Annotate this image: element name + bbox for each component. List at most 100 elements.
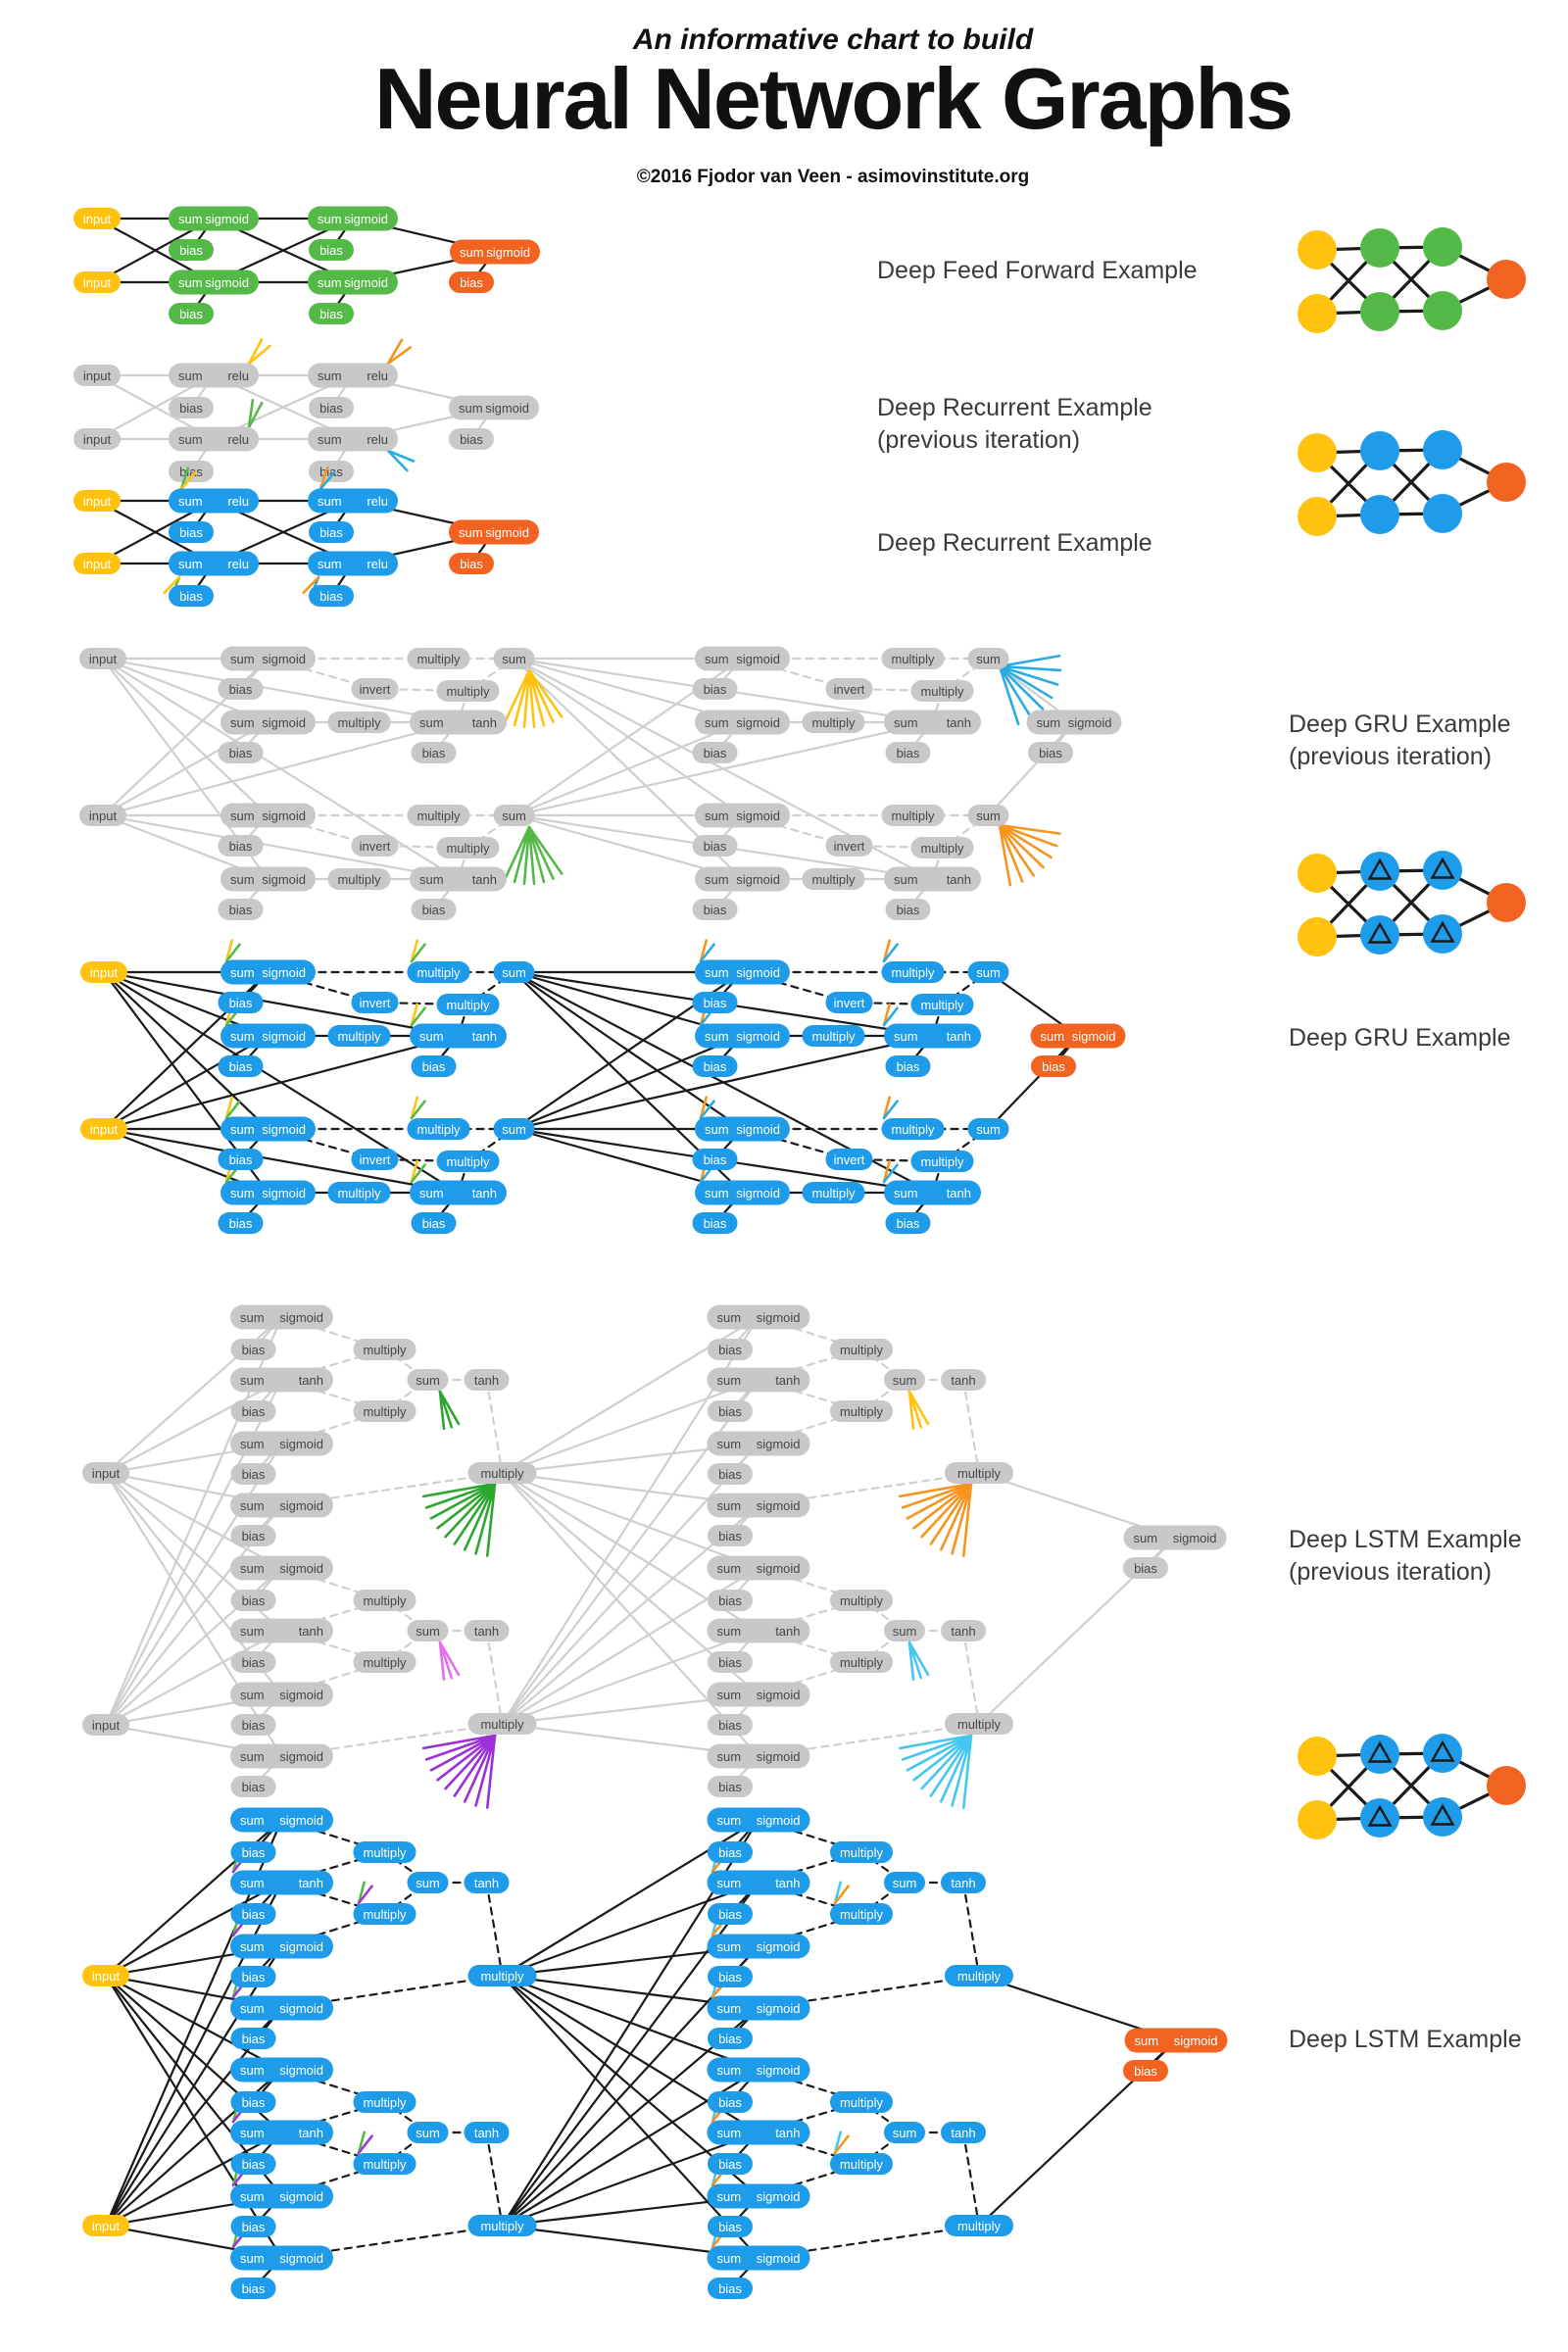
svg-text:sigmoid: sigmoid (485, 401, 529, 416)
section-label-line: Deep Recurrent Example (877, 394, 1152, 421)
svg-text:sum: sum (502, 1122, 526, 1137)
svg-text:multiply: multiply (337, 1029, 381, 1044)
svg-text:invert: invert (834, 839, 865, 854)
svg-text:bias: bias (422, 746, 446, 760)
svg-text:sum: sum (230, 1186, 255, 1200)
svg-text:sigmoid: sigmoid (757, 2189, 801, 2204)
svg-text:multiply: multiply (840, 2095, 884, 2110)
node-multiply: multiply (407, 648, 470, 669)
node-input: input (80, 961, 127, 983)
svg-text:sum: sum (705, 1029, 729, 1044)
node-tanh: tanh (941, 1369, 986, 1391)
svg-text:sigmoid: sigmoid (279, 1310, 323, 1325)
svg-text:bias: bias (704, 1152, 727, 1167)
svg-text:sum: sum (717, 2063, 742, 2078)
legend-hidden-cell (1360, 1735, 1399, 1774)
svg-text:sum: sum (717, 2126, 742, 2140)
svg-text:input: input (83, 557, 112, 571)
svg-text:bias: bias (718, 2220, 742, 2234)
legend-output-cell (1487, 883, 1526, 922)
svg-text:bias: bias (460, 432, 483, 447)
node-bias: bias (708, 1776, 753, 1797)
svg-text:multiply: multiply (840, 1404, 884, 1419)
node-sum-sigmoid: sum sigmoid (707, 1304, 810, 1330)
svg-text:sum: sum (705, 1122, 729, 1137)
node-multiply: multiply (945, 1713, 1013, 1735)
node-sum-sigmoid: sum sigmoid (1030, 1023, 1126, 1049)
node-multiply: multiply (802, 1182, 865, 1203)
svg-text:invert: invert (834, 1152, 865, 1167)
svg-text:multiply: multiply (480, 1466, 524, 1481)
node-tanh: tanh (464, 1620, 510, 1642)
node-sum-relu: sum relu (308, 551, 398, 576)
node-sum-sigmoid: sum sigmoid (169, 206, 259, 231)
svg-text:bias: bias (718, 1907, 742, 1922)
svg-text:sum: sum (318, 432, 342, 447)
node-bias: bias (708, 2028, 753, 2049)
node-bias: bias (708, 1590, 753, 1611)
svg-text:bias: bias (704, 746, 727, 760)
svg-text:sum: sum (1134, 1531, 1158, 1545)
svg-text:sigmoid: sigmoid (1068, 715, 1112, 730)
node-sum-sigmoid: sum sigmoid (707, 2057, 810, 2082)
svg-text:sum: sum (459, 401, 483, 416)
node-bias: bias (1028, 742, 1073, 763)
svg-text:bias: bias (718, 2157, 742, 2172)
svg-text:multiply: multiply (363, 1343, 407, 1357)
node-bias: bias (230, 1525, 276, 1546)
svg-text:multiply: multiply (363, 1404, 407, 1419)
node-bias: bias (708, 1841, 753, 1863)
legend-hidden-cell (1360, 292, 1399, 331)
svg-text:sigmoid: sigmoid (279, 2001, 323, 2016)
svg-text:sum: sum (240, 1373, 265, 1388)
svg-text:multiply: multiply (891, 1122, 935, 1137)
svg-text:bias: bias (242, 1593, 266, 1608)
node-input: input (74, 365, 121, 386)
node-bias: bias (708, 1966, 753, 1987)
svg-text:sigmoid: sigmoid (262, 808, 306, 823)
svg-text:sum: sum (240, 2001, 265, 2016)
svg-text:bias: bias (718, 1845, 742, 1860)
svg-text:sum: sum (893, 1624, 917, 1639)
svg-text:sigmoid: sigmoid (736, 872, 780, 887)
section-deep-lstm: sum sigmoid bias multiply sum tanh bias multipl… (82, 1807, 1228, 2299)
legend-hidden-cell (1360, 431, 1399, 470)
node-bias: bias (708, 1463, 753, 1485)
node-sum-sigmoid: sum sigmoid (230, 2245, 333, 2271)
node-bias: bias (708, 2216, 753, 2237)
svg-text:bias: bias (718, 1655, 742, 1670)
svg-text:sum: sum (705, 965, 729, 980)
node-sum-tanh: sum tanh (410, 866, 507, 892)
credit-line: ©2016 Fjodor van Veen - asimovinstitute.… (636, 167, 1030, 187)
node-sum-sigmoid: sum sigmoid (230, 1743, 333, 1769)
node-invert: invert (351, 835, 399, 857)
svg-text:bias: bias (897, 903, 920, 917)
node-bias: bias (230, 2028, 276, 2049)
svg-text:multiply: multiply (480, 1717, 524, 1732)
legend-input-cell (1298, 1737, 1337, 1776)
node-sum: sum (967, 1118, 1009, 1140)
svg-text:input: input (83, 432, 112, 447)
svg-text:multiply: multiply (363, 1845, 407, 1860)
svg-text:sigmoid: sigmoid (262, 1029, 306, 1044)
node-multiply: multiply (467, 2215, 537, 2236)
node-sum-relu: sum relu (308, 488, 398, 514)
node-multiply: multiply (881, 1118, 945, 1140)
node-bias: bias (230, 2153, 276, 2175)
legend-input-cell (1298, 854, 1337, 893)
svg-text:sum: sum (318, 212, 342, 226)
svg-text:multiply: multiply (811, 1186, 856, 1200)
node-bias: bias (708, 1714, 753, 1736)
section-label-line: (previous iteration) (1289, 1558, 1493, 1586)
node-bias: bias (230, 1339, 276, 1360)
svg-text:sum: sum (240, 1939, 265, 1954)
node-sum: sum (884, 1620, 925, 1642)
svg-text:multiply: multiply (363, 2095, 407, 2110)
svg-text:sigmoid: sigmoid (757, 1813, 801, 1828)
node-multiply: multiply (353, 1841, 416, 1863)
node-bias: bias (218, 678, 264, 700)
svg-text:input: input (90, 1122, 119, 1137)
svg-text:multiply: multiply (363, 2157, 407, 2172)
node-bias: bias (218, 742, 264, 763)
